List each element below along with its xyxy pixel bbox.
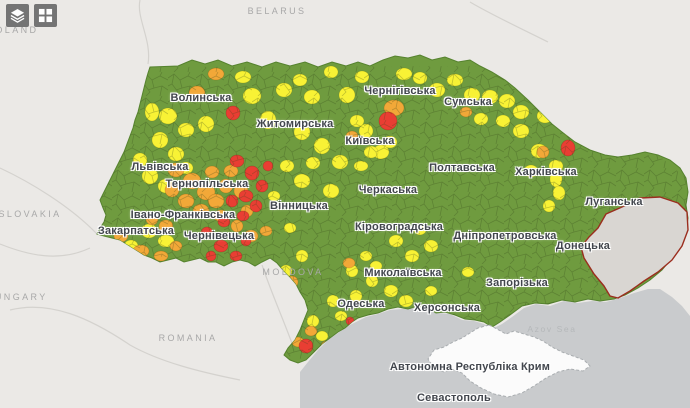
country-borders [0,0,549,381]
district-borders-texture [97,66,688,360]
crimea-territory[interactable] [427,324,591,398]
map-controls [6,4,57,27]
layers-icon [10,8,25,23]
district-zones [97,65,688,360]
occupied-territory[interactable] [580,196,689,299]
grid-icon [38,8,53,23]
grid-button[interactable] [34,4,57,27]
layers-button[interactable] [6,4,29,27]
